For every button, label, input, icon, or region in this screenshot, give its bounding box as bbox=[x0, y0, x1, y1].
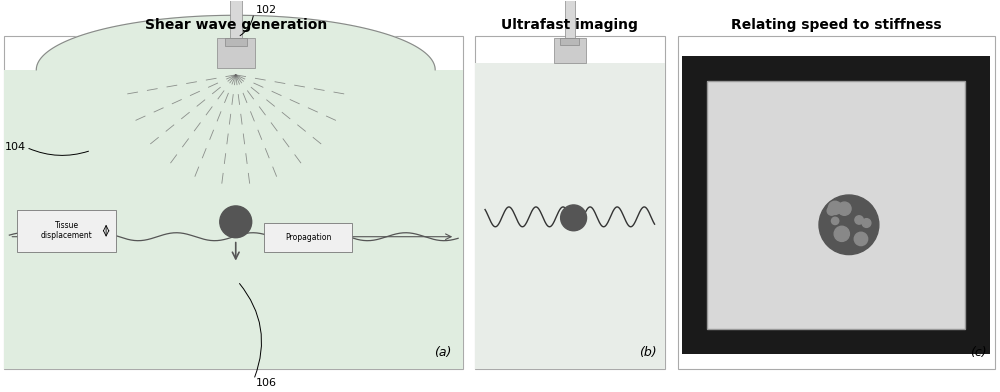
Text: Shear wave generation: Shear wave generation bbox=[145, 18, 327, 32]
FancyBboxPatch shape bbox=[565, 0, 575, 38]
Text: (b): (b) bbox=[639, 346, 657, 359]
Text: Ultrafast imaging: Ultrafast imaging bbox=[501, 18, 638, 32]
FancyBboxPatch shape bbox=[682, 56, 990, 354]
Text: (a): (a) bbox=[434, 346, 451, 359]
Text: Propagation: Propagation bbox=[285, 233, 331, 242]
Polygon shape bbox=[36, 15, 435, 70]
FancyBboxPatch shape bbox=[225, 38, 247, 46]
Circle shape bbox=[862, 219, 871, 227]
Text: (c): (c) bbox=[970, 346, 987, 359]
Circle shape bbox=[828, 201, 842, 214]
Text: 104: 104 bbox=[4, 142, 26, 152]
Text: 102: 102 bbox=[256, 5, 277, 15]
FancyArrowPatch shape bbox=[240, 16, 253, 36]
FancyBboxPatch shape bbox=[678, 36, 995, 369]
FancyBboxPatch shape bbox=[230, 0, 242, 38]
FancyBboxPatch shape bbox=[560, 38, 579, 45]
Circle shape bbox=[220, 206, 252, 238]
FancyBboxPatch shape bbox=[17, 210, 116, 252]
Circle shape bbox=[561, 205, 587, 231]
FancyBboxPatch shape bbox=[4, 36, 463, 369]
FancyBboxPatch shape bbox=[707, 81, 965, 329]
FancyBboxPatch shape bbox=[475, 64, 665, 369]
Circle shape bbox=[855, 216, 863, 224]
Text: 106: 106 bbox=[256, 377, 277, 388]
Circle shape bbox=[831, 217, 839, 225]
FancyBboxPatch shape bbox=[4, 70, 463, 369]
FancyBboxPatch shape bbox=[554, 38, 586, 64]
Circle shape bbox=[827, 207, 836, 215]
Circle shape bbox=[819, 195, 879, 254]
FancyArrowPatch shape bbox=[29, 149, 88, 155]
FancyBboxPatch shape bbox=[475, 36, 665, 369]
FancyBboxPatch shape bbox=[217, 38, 255, 68]
FancyBboxPatch shape bbox=[264, 223, 352, 252]
Circle shape bbox=[854, 232, 868, 246]
FancyArrowPatch shape bbox=[240, 283, 262, 377]
Text: Tissue
displacement: Tissue displacement bbox=[41, 221, 93, 240]
Circle shape bbox=[834, 226, 849, 241]
Circle shape bbox=[838, 202, 851, 215]
Text: Relating speed to stiffness: Relating speed to stiffness bbox=[731, 18, 941, 32]
